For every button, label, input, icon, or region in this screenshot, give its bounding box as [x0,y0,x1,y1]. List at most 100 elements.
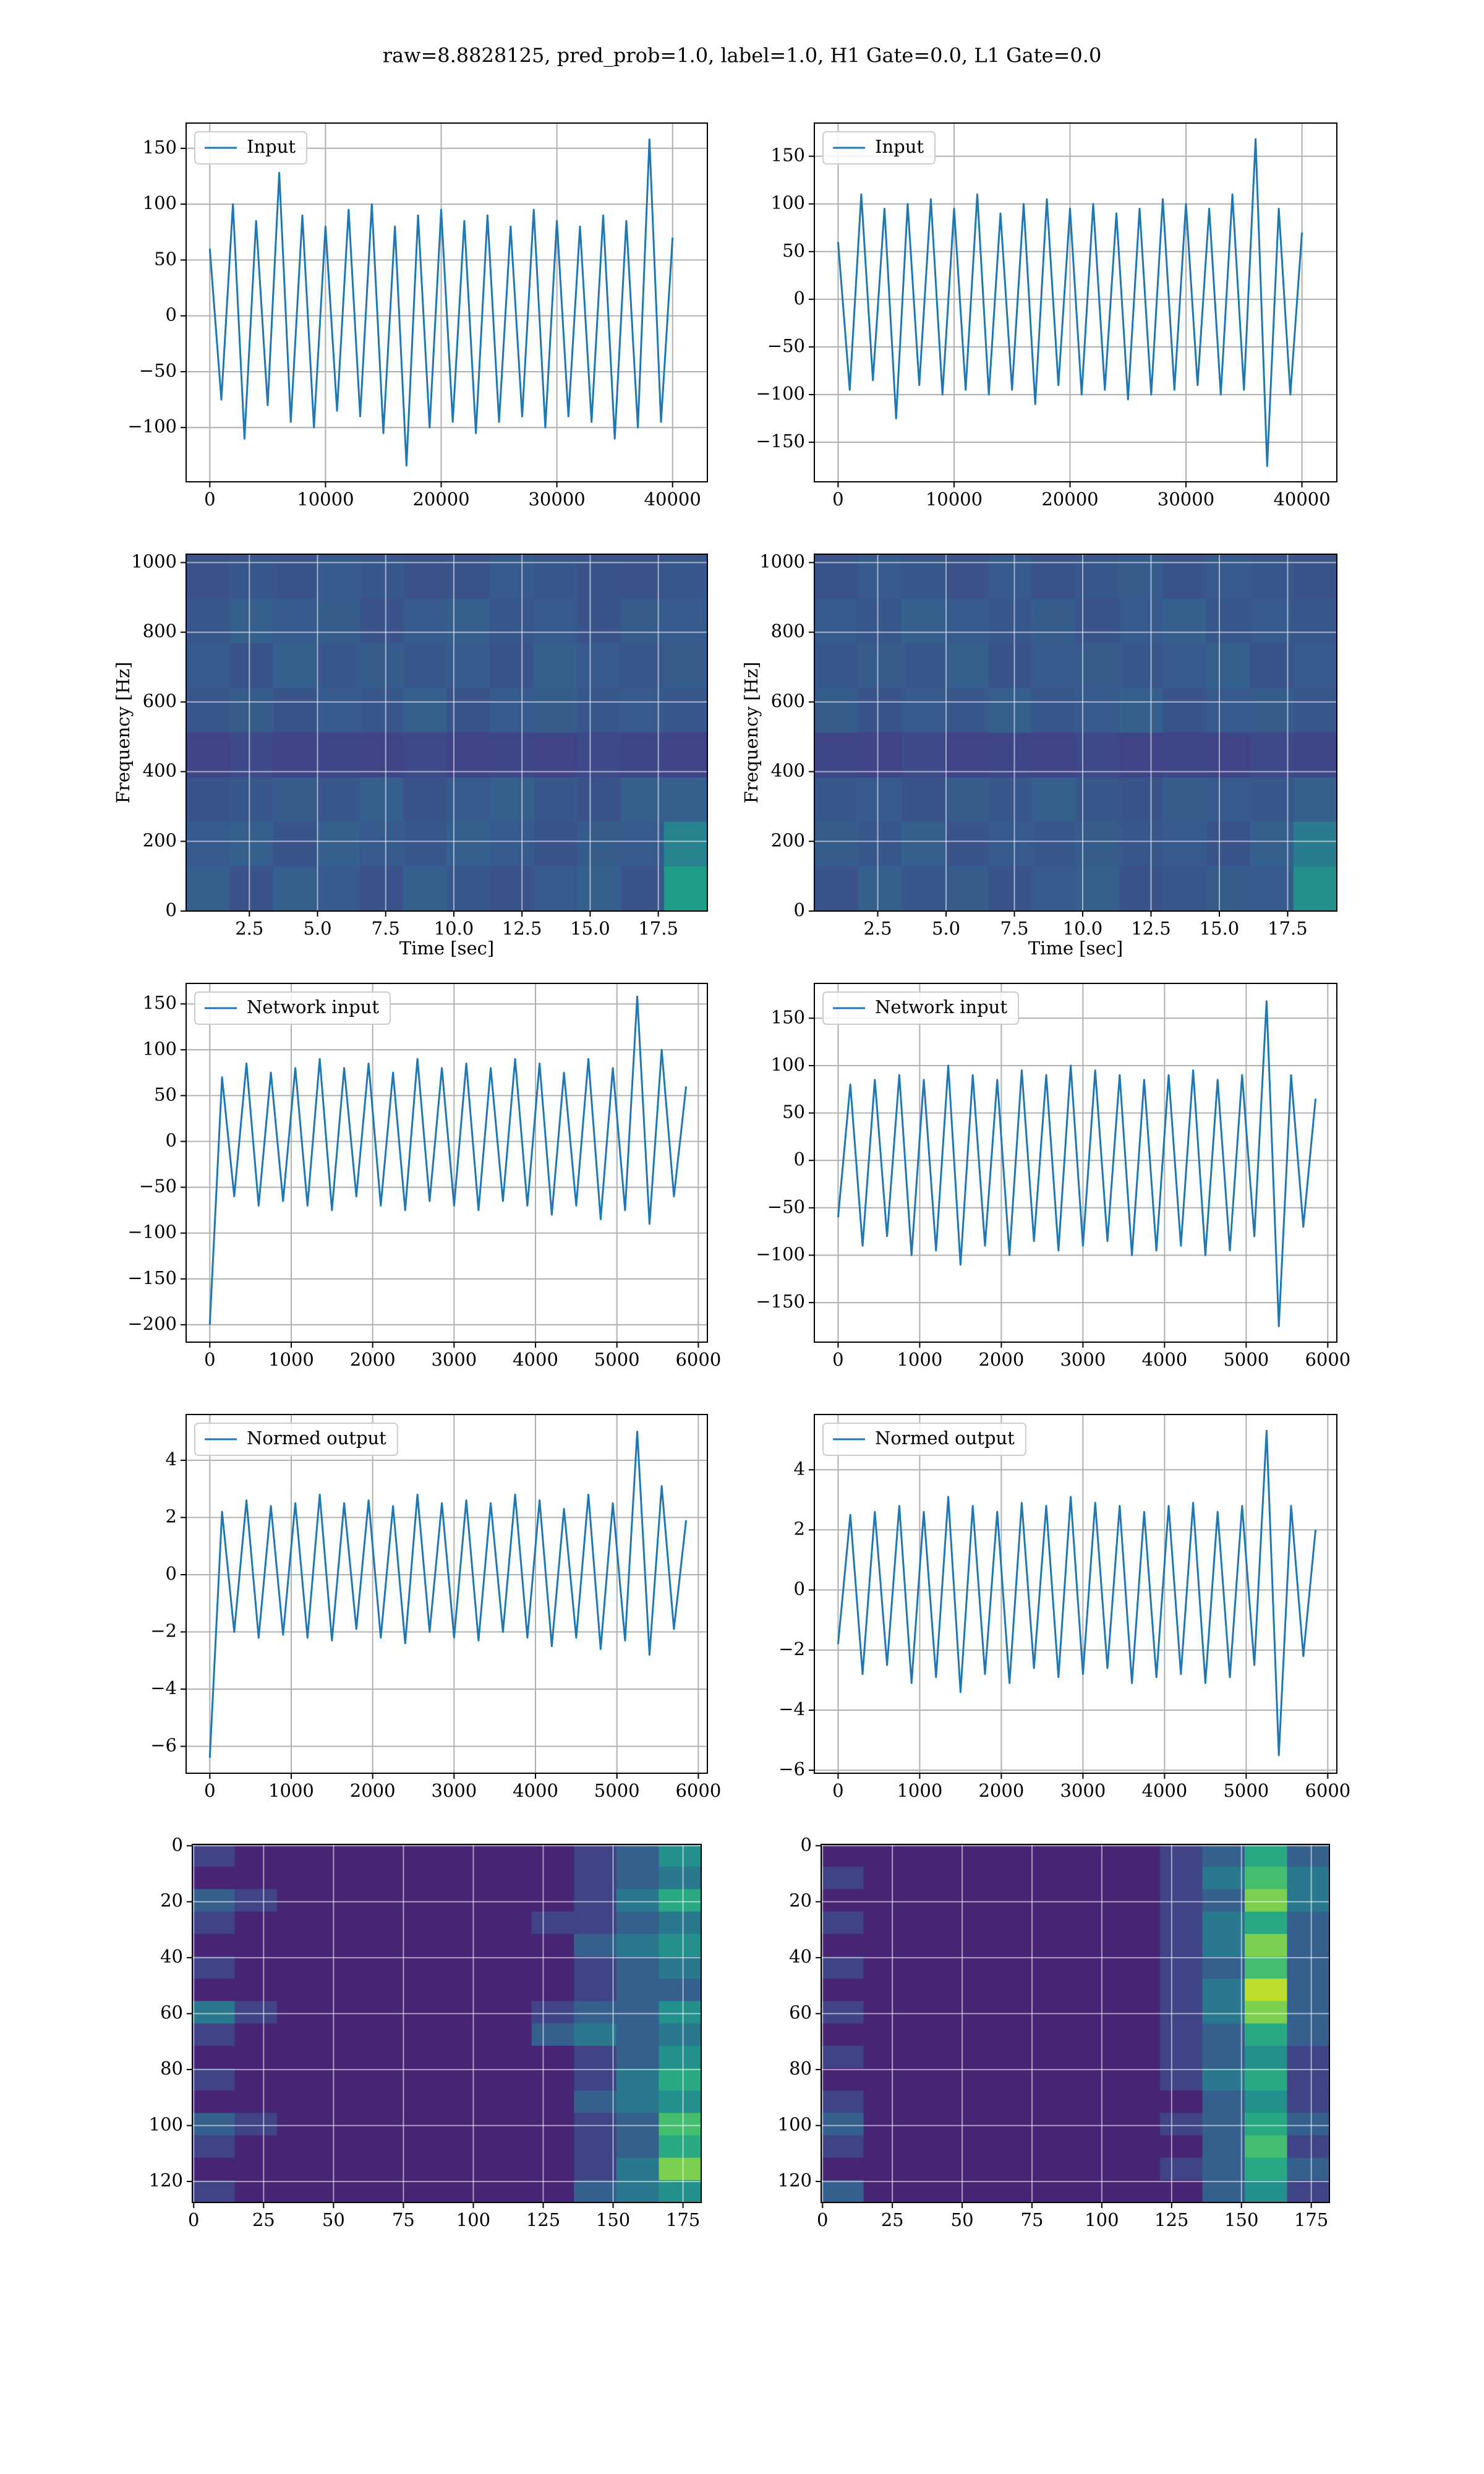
x-tick-label: 0 [204,489,215,510]
heatmap-cell [1202,2180,1245,2202]
heatmap-cell [489,1956,532,1979]
y-tick-label: −100 [756,1243,805,1264]
heatmap-cell [616,2113,659,2136]
y-tick-label: 100 [143,192,177,213]
heatmap-cell [906,1889,949,1912]
heatmap-cell [1287,2001,1329,2024]
heatmap-cell [1206,821,1250,867]
heatmap-cell [1245,1889,1287,1912]
heatmap-cell [1293,554,1337,599]
heatmap-cell [490,599,534,644]
heatmap-cell [1033,1933,1076,1957]
heatmap-cell [948,2157,991,2181]
heatmap-cell [362,1911,405,1935]
heatmap-cell [991,2135,1033,2159]
heatmap-cell [616,1911,659,1935]
heatmap-cell [192,2045,236,2069]
heatmap-cell [901,732,945,778]
heatmap-cell [1160,1979,1203,2001]
heatmap-cell [945,821,989,867]
heatmap-cell [1287,2068,1329,2091]
y-tick-label: 100 [771,192,805,213]
heatmap-cell [821,1933,864,1957]
heatmap-cell [863,1867,906,1890]
x-tick-label: 1000 [897,1349,942,1370]
heatmap-cell [229,732,273,778]
y-tick-label: 50 [782,1102,805,1123]
heatmap-cell [1287,1889,1329,1912]
heatmap-cell [574,1956,617,1979]
heatmap-cell [234,1933,278,1957]
heatmap-cell [319,1911,362,1935]
heatmap-cell [1245,1867,1287,1890]
heatmap-cell [531,2001,574,2024]
heatmap-cell [1160,1911,1203,1935]
heatmap-cell [319,2045,362,2069]
heatmap-cell [489,2157,532,2181]
heatmap-cell [319,2157,362,2181]
heatmap-cell [360,732,404,778]
heatmap-cell [863,2135,906,2159]
heatmap-cell [1117,2068,1161,2091]
heatmap-cell [234,1867,278,1890]
heatmap-cell [489,2001,532,2024]
legend: Normed output [822,1423,1026,1456]
heatmap-cell [1033,2180,1076,2202]
heatmap-cell [1119,643,1163,688]
heatmap-cell [659,1844,701,1867]
heatmap-cell [360,554,404,599]
heatmap-cell [531,2135,574,2159]
y-tick-label: 150 [143,137,177,158]
heatmap-cell [1033,1911,1076,1935]
heatmap-cell [948,2180,991,2202]
x-tick-label: 10000 [297,489,354,510]
heatmap-cell [906,1911,949,1935]
heatmap-cell [1075,1844,1118,1867]
x-tick-label: 20000 [1041,489,1098,510]
x-tick-label: 10000 [926,489,983,510]
plot-area [814,983,1337,1342]
heatmap-cell [991,1867,1033,1890]
heatmap-cell [1160,2068,1203,2091]
legend: Normed output [194,1423,398,1456]
heatmap-cell [234,2045,278,2069]
heatmap-cell [906,2180,949,2202]
line-series [208,138,674,467]
heatmap-cell [616,2091,659,2113]
heatmap-cell [1245,2113,1287,2136]
axes-frame [192,1844,702,2203]
heatmap-cell [1202,1979,1245,2001]
heatmap-cell [534,777,578,823]
heatmap-cell [362,1933,405,1957]
heatmap-cell [316,821,360,867]
heatmap-cell [192,2068,236,2091]
heatmap-cell [1160,1956,1203,1979]
heatmap-cell [991,1844,1033,1867]
heatmap-cell [616,2135,659,2159]
heatmap-cell [403,866,447,911]
y-tick-label: 600 [143,690,177,711]
heatmap-cell [534,688,578,733]
heatmap-cell [616,2045,659,2069]
heatmap-cell [1202,1867,1245,1890]
heatmap-cell [489,1844,532,1867]
line-series [837,1000,1317,1327]
heatmap-cell [577,554,621,599]
axes-frame [814,1414,1337,1774]
heatmap-cell [1287,2157,1329,2181]
heatmap-cell [863,2157,906,2181]
heatmap-cell [659,2023,701,2047]
heatmap-cell [901,866,945,911]
heatmap-cell [1245,1956,1287,1979]
heatmap-cell [1033,2068,1076,2091]
heatmap-cell [906,2157,949,2181]
y-tick-label: 0 [172,1834,183,1855]
y-tick-label: 800 [771,620,805,641]
legend-box [822,131,936,165]
heatmap-cell [901,688,945,733]
heatmap-cell [319,1844,362,1867]
x-tick-label: 10.0 [434,918,474,939]
heatmap-cell [1202,2001,1245,2024]
heatmap-cell [1033,1867,1076,1890]
y-tick-label: 80 [160,2058,183,2079]
